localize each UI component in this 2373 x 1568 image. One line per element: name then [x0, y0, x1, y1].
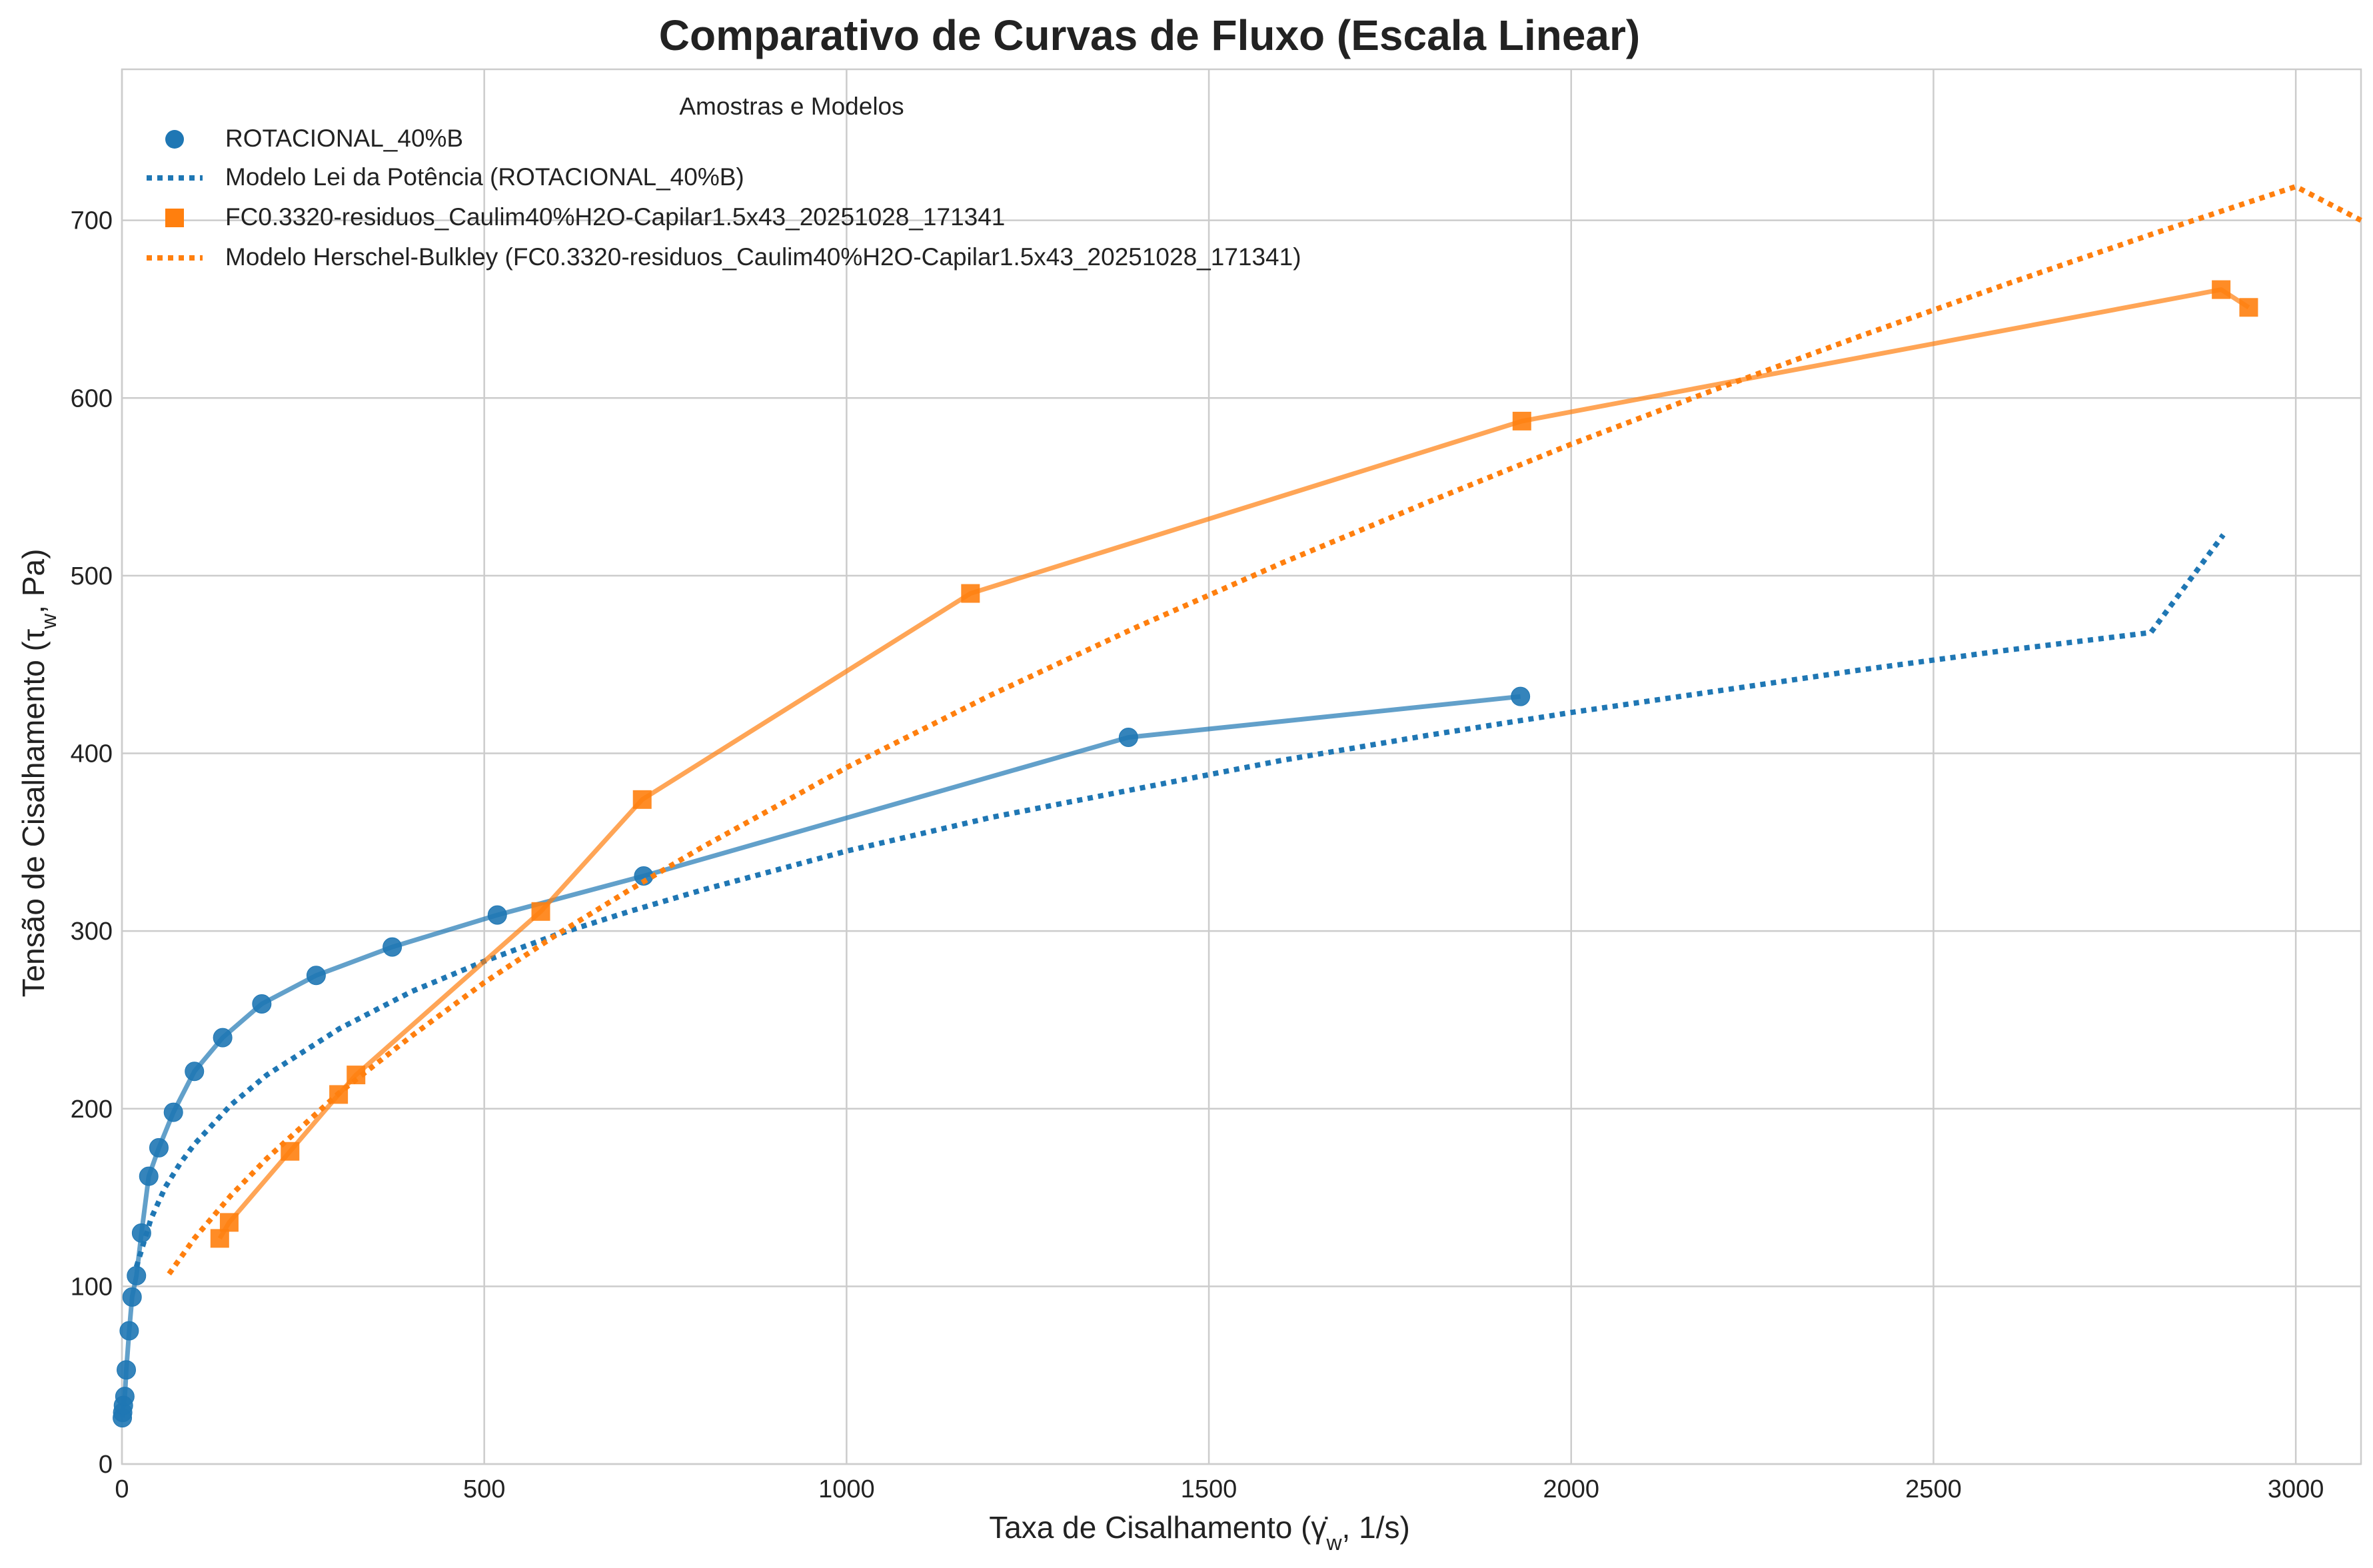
data-point — [306, 966, 326, 986]
y-tick-label: 200 — [71, 1096, 113, 1124]
y-tick-label: 700 — [71, 207, 113, 235]
series-line — [217, 287, 2250, 1240]
x-tick-label: 3000 — [2268, 1475, 2324, 1503]
data-point — [127, 1265, 147, 1285]
y-axis-ticks: 0 100 200 300 400 500 600 700 — [71, 207, 113, 1479]
chart-title: Comparativo de Curvas de Fluxo (Escala L… — [659, 11, 1640, 59]
model-curve — [133, 533, 2226, 1268]
legend-label: Modelo Herschel-Bulkley (FC0.3320-residu… — [225, 243, 1301, 271]
data-point — [210, 1229, 229, 1248]
y-tick-label: 300 — [71, 918, 113, 946]
data-point — [219, 1213, 239, 1232]
x-axis-label: Taxa de Cisalhamento (γ̇w, 1/s) — [989, 1510, 1410, 1555]
plot-frame — [121, 68, 2362, 1465]
data-point — [117, 1360, 137, 1380]
data-point — [632, 790, 652, 809]
data-point — [1512, 411, 1531, 430]
y-tick-label: 400 — [71, 740, 113, 768]
series-layer — [113, 183, 2362, 1428]
x-axis-ticks: 0 500 1000 1500 2000 2500 3000 — [115, 1475, 2324, 1503]
legend-entry: Modelo Lei da Potência (ROTACIONAL_40%B) — [147, 163, 744, 191]
series-0 — [113, 686, 1531, 1428]
data-point — [149, 1138, 169, 1158]
x-tick-label: 500 — [463, 1475, 505, 1503]
data-point — [119, 1321, 139, 1341]
series-2 — [210, 280, 2258, 1248]
data-point — [961, 584, 980, 603]
legend-label: Modelo Lei da Potência (ROTACIONAL_40%B) — [225, 163, 744, 191]
legend-entry: Modelo Herschel-Bulkley (FC0.3320-residu… — [147, 243, 1301, 271]
data-point — [139, 1166, 159, 1186]
data-point — [487, 905, 507, 925]
grid — [121, 69, 2361, 1465]
data-point — [531, 902, 550, 921]
data-point — [252, 994, 272, 1014]
data-point — [1511, 686, 1531, 706]
x-tick-label: 2500 — [1905, 1475, 1962, 1503]
x-tick-label: 1000 — [818, 1475, 875, 1503]
data-point — [2239, 298, 2258, 317]
legend-entry: FC0.3320-residuos_Caulim40%H2O-Capilar1.… — [165, 203, 1005, 231]
legend-title: Amostras e Modelos — [679, 93, 904, 120]
series-line — [120, 694, 1521, 1418]
model-curve — [167, 183, 2362, 1276]
y-tick-label: 100 — [71, 1273, 113, 1301]
y-tick-label: 0 — [99, 1451, 113, 1479]
y-tick-label: 600 — [71, 385, 113, 412]
legend-entry: ROTACIONAL_40%B — [165, 125, 463, 152]
legend-marker — [165, 130, 184, 149]
y-tick-label: 500 — [71, 562, 113, 590]
data-point — [383, 937, 402, 957]
x-tick-label: 0 — [115, 1475, 129, 1503]
data-point — [115, 1387, 135, 1407]
y-axis-label: Tensão de Cisalhamento (τw, Pa) — [16, 549, 61, 998]
series-1 — [133, 533, 2226, 1268]
series-3 — [167, 183, 2362, 1276]
data-point — [163, 1102, 183, 1122]
x-tick-label: 2000 — [1543, 1475, 1599, 1503]
legend-label: ROTACIONAL_40%B — [225, 125, 463, 152]
data-point — [213, 1028, 233, 1048]
data-point — [185, 1062, 205, 1082]
legend-marker — [165, 209, 184, 227]
data-point — [1118, 728, 1138, 748]
legend-label: FC0.3320-residuos_Caulim40%H2O-Capilar1.… — [225, 203, 1005, 231]
legend: Amostras e Modelos ROTACIONAL_40%B Modelo… — [147, 93, 1301, 271]
x-tick-label: 1500 — [1181, 1475, 1237, 1503]
data-point — [122, 1287, 142, 1307]
data-point — [2212, 280, 2231, 299]
